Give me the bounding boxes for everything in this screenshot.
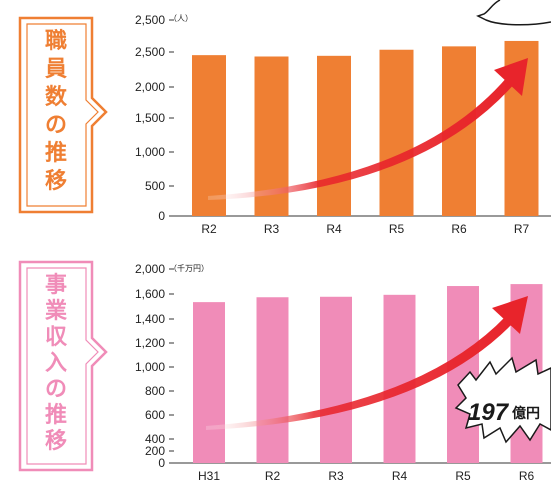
y-tick-label: 0 [158, 209, 165, 223]
staff-y-axis: 0 500 1,000 1,500 2,000 2,500 2,500 [135, 13, 174, 223]
staff-chart: 職員数の推移 （人） 0 500 1,000 1,500 2,000 2,500 2,500… [18, 0, 551, 236]
y-tick-label: 2,000 [135, 80, 165, 94]
x-tick-label: R4 [392, 469, 408, 483]
x-tick-label: R5 [455, 469, 471, 483]
staff-x-labels: R2 R3 R4 R5 R6 R7 [201, 222, 529, 236]
staff-bars [192, 40, 539, 217]
x-tick-label: R7 [514, 222, 530, 236]
title-char: の [45, 376, 67, 401]
revenue-callout: 197 億円 [454, 356, 551, 444]
revenue-title-box: 事業収入の推移 [18, 260, 108, 472]
title-char: の [45, 112, 67, 137]
title-char: 移 [45, 168, 67, 193]
staff-chart-title: 職員数の推移 [44, 28, 68, 193]
revenue-chart-title: 事業収入の推移 [45, 272, 68, 453]
y-tick-label: 500 [145, 179, 165, 193]
y-tick-label: 1,600 [135, 287, 165, 301]
callout-burst-shape [454, 356, 551, 444]
x-tick-label: R3 [328, 469, 344, 483]
callout-unit: 億円 [512, 405, 540, 421]
y-tick-label: 1,500 [135, 111, 165, 125]
y-tick-label: 1,000 [135, 145, 165, 159]
x-tick-label: R4 [326, 222, 342, 236]
y-tick-label: 1,200 [135, 336, 165, 350]
title-char: 業 [45, 298, 68, 323]
y-tick-label: 2,500 [135, 13, 165, 27]
x-tick-label: R2 [201, 222, 217, 236]
x-tick-label: R6 [451, 222, 467, 236]
title-char: 員 [44, 56, 67, 81]
title-char: 職 [45, 28, 67, 53]
bar [192, 55, 226, 216]
revenue-x-labels: H31 R2 R3 R4 R5 R6 [198, 469, 535, 483]
x-tick-label: R3 [264, 222, 280, 236]
bar [317, 55, 351, 216]
bar [320, 296, 352, 463]
title-char: 事 [45, 272, 67, 297]
staff-unit-label: （人） [169, 14, 193, 23]
title-char: 推 [45, 402, 67, 427]
y-tick-label: 2,500 [135, 45, 165, 59]
x-tick-label: R2 [265, 469, 281, 483]
staff-trend-arrow [208, 58, 528, 200]
y-tick-label: 0 [158, 456, 165, 470]
bar [256, 297, 289, 463]
y-tick-label: 800 [145, 384, 165, 398]
title-char: 入 [45, 350, 67, 375]
y-tick-label: 400 [145, 432, 165, 446]
bar [193, 302, 225, 463]
revenue-unit-label: （千万円） [169, 263, 209, 273]
x-tick-label: R6 [519, 469, 535, 483]
title-char: 収 [45, 324, 68, 349]
x-tick-label: H31 [198, 469, 220, 483]
staff-speech-bubble [476, 0, 551, 26]
callout-number: 197 [468, 399, 510, 426]
title-char: 数 [45, 84, 68, 109]
y-tick-label: 1,000 [135, 360, 165, 374]
x-tick-label: R5 [389, 222, 405, 236]
bar [379, 49, 414, 216]
bar [383, 294, 416, 463]
title-char: 移 [45, 428, 67, 453]
y-tick-label: 200 [145, 444, 165, 458]
y-tick-label: 2,000 [135, 262, 165, 276]
y-tick-label: 600 [145, 408, 165, 422]
revenue-trend-arrow [206, 296, 528, 430]
staff-title-box: 職員数の推移 [18, 16, 108, 214]
y-tick-label: 1,400 [135, 312, 165, 326]
title-char: 推 [45, 140, 67, 165]
bar [447, 286, 479, 463]
